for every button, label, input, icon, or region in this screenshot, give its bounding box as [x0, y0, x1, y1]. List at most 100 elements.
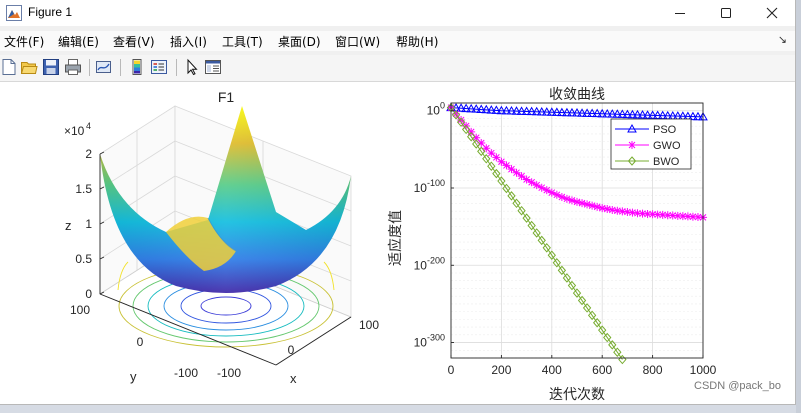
x-tick-label: 400: [542, 363, 562, 377]
series-marker-pso: [557, 107, 567, 117]
series-marker-gwo: [487, 149, 496, 158]
series-marker-bwo: [472, 139, 481, 149]
series-marker-pso: [496, 105, 507, 115]
series-marker-pso: [597, 108, 608, 118]
series-marker-gwo: [492, 153, 501, 162]
x-tick-label: 0: [448, 363, 455, 377]
series-marker-pso: [567, 107, 577, 117]
series-marker-pso: [526, 106, 537, 116]
series-marker-gwo: [638, 209, 647, 218]
series-marker-bwo: [466, 131, 476, 142]
series-marker-pso: [693, 111, 703, 121]
legend[interactable]: PSO GWO BWO: [610, 118, 692, 170]
close-icon: [766, 7, 778, 19]
legend-marker-pso: [627, 123, 637, 133]
series-marker-bwo: [461, 124, 471, 135]
series-marker-gwo: [467, 127, 476, 136]
series-marker-gwo: [507, 165, 516, 174]
series-marker-pso: [617, 109, 628, 118]
series-marker-bwo: [482, 154, 491, 164]
x-tick-label: 600: [592, 363, 612, 377]
series-marker-gwo: [552, 190, 561, 199]
x-tick-label: -100: [217, 366, 241, 380]
menu-desktop[interactable]: 桌面(D): [278, 35, 321, 49]
x-tick-label: 0: [288, 343, 295, 357]
menu-help[interactable]: 帮助(H): [396, 35, 439, 49]
menu-file[interactable]: 文件(F): [4, 35, 45, 49]
series-marker-gwo: [573, 197, 581, 206]
z-tick-label: 1: [85, 217, 92, 231]
title-bar[interactable]: Figure 1: [0, 0, 795, 26]
maximize-icon: [721, 8, 731, 18]
link-plot-icon[interactable]: [95, 58, 113, 76]
open-file-icon[interactable]: [20, 58, 38, 76]
series-marker-gwo: [522, 175, 531, 184]
legend-entries: PSO GWO BWO: [615, 123, 681, 168]
series-marker-gwo: [693, 213, 702, 222]
save-icon[interactable]: [42, 58, 60, 76]
series-marker-gwo: [512, 168, 521, 177]
series-marker-pso: [622, 109, 633, 119]
legend-icon[interactable]: [150, 58, 168, 76]
series-marker-bwo: [527, 220, 536, 231]
series-marker-pso: [546, 107, 557, 116]
series-marker-pso: [461, 103, 471, 113]
series-marker-bwo: [532, 228, 541, 238]
series-marker-bwo: [598, 325, 607, 335]
series-marker-pso: [541, 107, 552, 116]
series-marker-gwo: [648, 210, 657, 219]
new-figure-icon[interactable]: [0, 58, 18, 76]
legend-label-gwo: GWO: [653, 140, 681, 152]
series-marker-pso: [632, 109, 643, 119]
series-marker-pso: [652, 110, 663, 120]
window-title: Figure 1: [28, 5, 73, 19]
chart-title: 收敛曲线: [549, 87, 605, 103]
series-marker-pso: [637, 110, 648, 119]
watermark: CSDN @pack_bo: [694, 380, 781, 392]
menu-edit[interactable]: 编辑(E): [58, 35, 99, 49]
series-marker-bwo: [492, 168, 501, 179]
series-marker-gwo: [497, 157, 506, 166]
convergence-chart[interactable]: 0 200 400 600 800 1000 100 10-100 10-200 10-300 收…: [387, 87, 717, 403]
close-button[interactable]: [749, 0, 795, 26]
surface-shading: [100, 106, 351, 293]
series-marker-pso: [501, 105, 512, 115]
series-marker-gwo: [663, 211, 672, 220]
toolbar-separator: [120, 59, 121, 76]
series-marker-bwo: [542, 243, 551, 253]
y-tick-label: 100: [70, 303, 90, 317]
series-marker-gwo: [668, 211, 677, 220]
series-marker-bwo: [507, 191, 516, 201]
surface-plot[interactable]: 2 1.5 1 0.5 0 ×10 4 z 100 0 -100 y -100 …: [64, 89, 379, 386]
maximize-button[interactable]: [703, 0, 749, 26]
menu-tools[interactable]: 工具(T): [222, 35, 263, 49]
series-marker-pso: [456, 103, 466, 112]
series-marker-gwo: [628, 208, 637, 217]
series-marker-pso: [688, 111, 698, 121]
series-marker-pso: [562, 107, 572, 117]
print-icon[interactable]: [64, 58, 82, 76]
y-tick-label: -100: [174, 366, 198, 380]
figure-toolbar: [0, 55, 795, 82]
series-marker-pso: [627, 109, 638, 119]
legend-marker-gwo: [628, 141, 636, 149]
pointer-icon[interactable]: [183, 58, 201, 76]
surface-front-ridge: [166, 216, 236, 271]
dock-figure-icon[interactable]: ↘: [777, 33, 787, 46]
series-marker-bwo: [487, 161, 496, 171]
menu-view[interactable]: 查看(V): [113, 35, 155, 49]
property-editor-icon[interactable]: [204, 58, 222, 76]
series-marker-gwo: [527, 178, 536, 187]
menu-window[interactable]: 窗口(W): [335, 35, 381, 49]
series-marker-gwo: [482, 144, 491, 153]
matlab-figure-icon: [6, 5, 22, 21]
legend-label-pso: PSO: [653, 124, 677, 136]
colorbar-icon[interactable]: [128, 58, 146, 76]
series-marker-gwo: [598, 204, 607, 213]
menu-insert[interactable]: 插入(I): [170, 35, 207, 49]
legend-marker-bwo: [627, 156, 637, 166]
minimize-button[interactable]: [657, 0, 703, 26]
z-tick-label: 0: [85, 287, 92, 301]
figure-window: Figure 1 文件(F) 编辑(E) 查看(V) 插入(I) 工具(T) 桌…: [0, 0, 796, 405]
series-marker-gwo: [613, 206, 622, 215]
